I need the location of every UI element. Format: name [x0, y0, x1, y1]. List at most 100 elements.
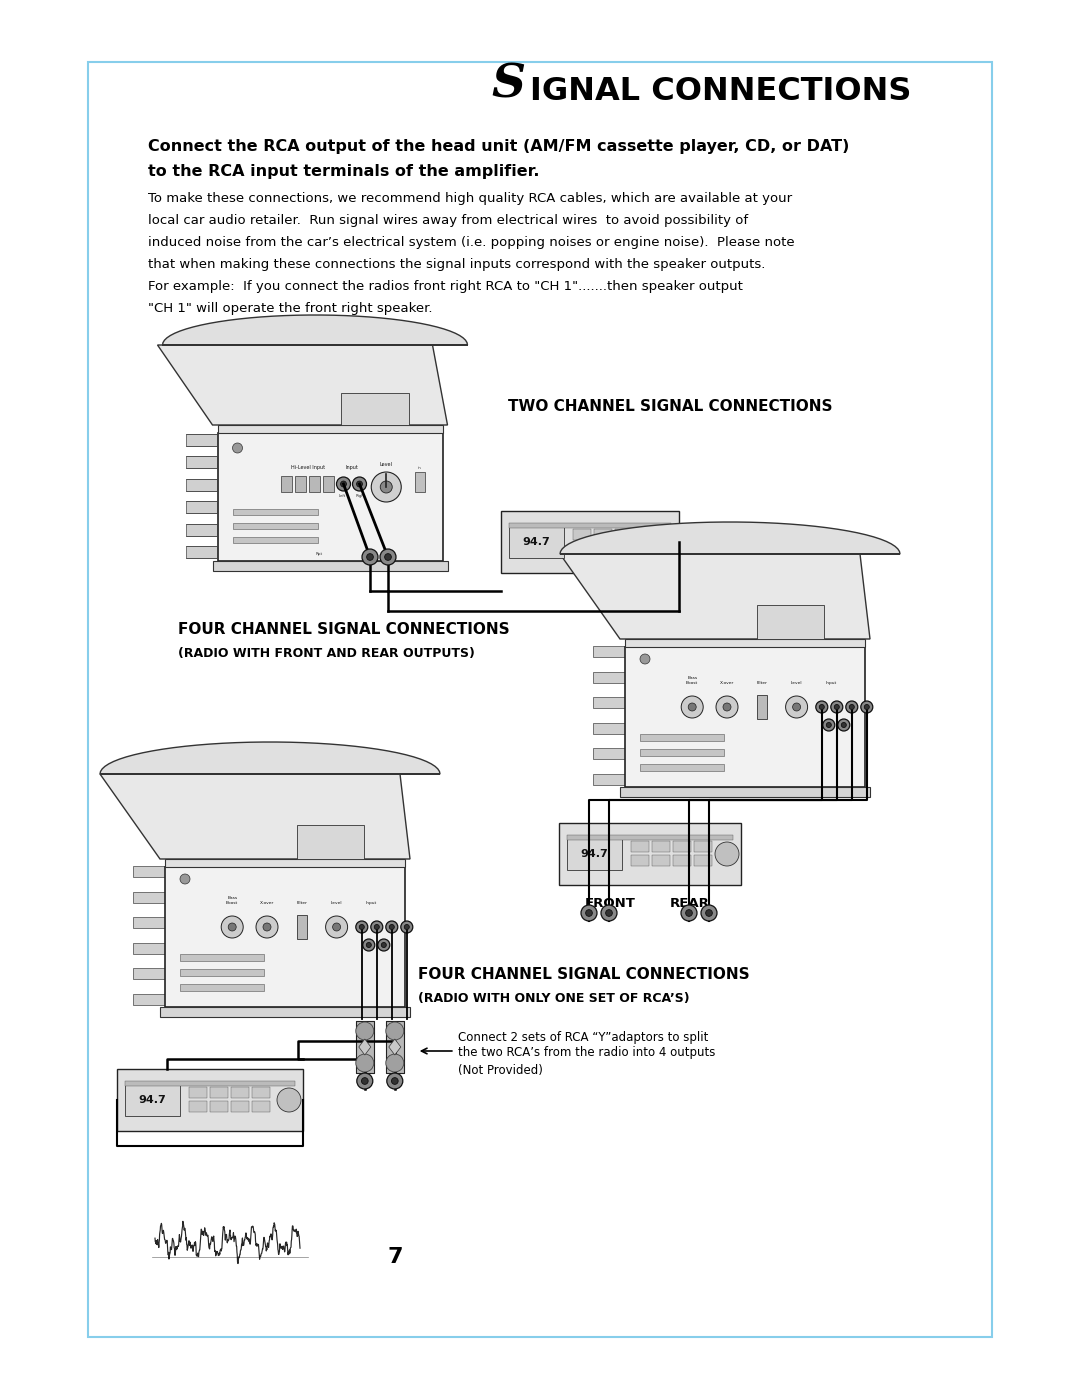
- Bar: [295, 476, 306, 492]
- Circle shape: [366, 943, 372, 947]
- Bar: [252, 1087, 270, 1098]
- Circle shape: [355, 1053, 374, 1071]
- Circle shape: [387, 1073, 403, 1090]
- Text: Connect the RCA output of the head unit (AM/FM cassette player, CD, or DAT): Connect the RCA output of the head unit …: [148, 138, 849, 154]
- Text: 94.7: 94.7: [581, 849, 608, 859]
- Polygon shape: [158, 345, 447, 425]
- Bar: [125, 1081, 295, 1085]
- Bar: [640, 733, 724, 740]
- Circle shape: [785, 696, 808, 718]
- Circle shape: [381, 943, 387, 947]
- Circle shape: [849, 704, 854, 710]
- Circle shape: [826, 722, 832, 728]
- Circle shape: [378, 939, 390, 951]
- Bar: [501, 511, 679, 573]
- Text: Level: Level: [380, 462, 393, 467]
- Text: IGNAL CONNECTIONS: IGNAL CONNECTIONS: [530, 75, 912, 108]
- Circle shape: [401, 921, 413, 933]
- Text: (RADIO WITH ONLY ONE SET OF RCA’S): (RADIO WITH ONLY ONE SET OF RCA’S): [418, 992, 690, 1004]
- Circle shape: [389, 925, 394, 929]
- Bar: [210, 1087, 228, 1098]
- Circle shape: [386, 1023, 404, 1039]
- Text: in: in: [418, 467, 422, 469]
- Circle shape: [838, 719, 850, 731]
- Circle shape: [276, 1088, 301, 1112]
- Bar: [186, 546, 217, 557]
- Circle shape: [864, 704, 869, 710]
- Bar: [232, 536, 318, 543]
- Text: "CH 1" will operate the front right speaker.: "CH 1" will operate the front right spea…: [148, 302, 432, 314]
- Circle shape: [820, 704, 824, 710]
- Text: Hi-Level Input: Hi-Level Input: [292, 465, 325, 469]
- Bar: [615, 543, 633, 555]
- Bar: [133, 968, 165, 979]
- Circle shape: [815, 701, 827, 712]
- Bar: [341, 393, 408, 425]
- Text: FOUR CHANNEL SIGNAL CONNECTIONS: FOUR CHANNEL SIGNAL CONNECTIONS: [178, 622, 510, 637]
- Bar: [631, 841, 649, 852]
- Circle shape: [386, 1053, 404, 1071]
- Bar: [593, 645, 625, 657]
- Circle shape: [375, 925, 379, 929]
- Bar: [186, 524, 217, 535]
- Polygon shape: [162, 316, 468, 345]
- Bar: [673, 855, 691, 866]
- Text: Rpt: Rpt: [315, 552, 322, 556]
- Bar: [180, 970, 264, 977]
- Bar: [509, 527, 564, 557]
- Bar: [509, 522, 671, 528]
- Text: 7: 7: [388, 1248, 403, 1267]
- Text: REAR: REAR: [670, 897, 710, 909]
- Bar: [567, 835, 733, 840]
- Circle shape: [340, 481, 347, 488]
- Bar: [620, 787, 870, 798]
- Bar: [232, 522, 318, 529]
- Bar: [694, 841, 712, 852]
- Bar: [160, 1007, 410, 1017]
- Text: 94.7: 94.7: [523, 536, 551, 548]
- Bar: [559, 823, 741, 886]
- Bar: [180, 983, 264, 990]
- Circle shape: [333, 923, 340, 930]
- Circle shape: [688, 703, 697, 711]
- Bar: [593, 672, 625, 683]
- Circle shape: [325, 916, 348, 937]
- Text: Connect 2 sets of RCA “Y”adaptors to split: Connect 2 sets of RCA “Y”adaptors to spl…: [458, 1031, 708, 1044]
- Circle shape: [834, 704, 839, 710]
- Circle shape: [337, 476, 351, 490]
- Bar: [186, 502, 217, 513]
- Bar: [297, 915, 307, 939]
- Circle shape: [585, 909, 592, 916]
- Polygon shape: [100, 742, 440, 774]
- Text: induced noise from the car’s electrical system (i.e. popping noises or engine no: induced noise from the car’s electrical …: [148, 236, 795, 249]
- Circle shape: [681, 696, 703, 718]
- Text: (Not Provided): (Not Provided): [458, 1065, 542, 1077]
- Text: Left: Left: [339, 495, 346, 497]
- Text: For example:  If you connect the radios front right RCA to "CH 1".......then spe: For example: If you connect the radios f…: [148, 279, 743, 293]
- Bar: [636, 529, 654, 541]
- Circle shape: [264, 923, 271, 930]
- Text: Filter: Filter: [756, 680, 767, 685]
- Circle shape: [380, 481, 392, 493]
- Circle shape: [846, 701, 858, 712]
- Bar: [133, 995, 165, 1004]
- Bar: [593, 722, 625, 733]
- Bar: [567, 838, 622, 870]
- Text: Right: Right: [355, 495, 366, 497]
- Bar: [297, 826, 364, 859]
- Bar: [652, 841, 670, 852]
- Circle shape: [221, 916, 243, 937]
- Bar: [213, 562, 447, 571]
- FancyBboxPatch shape: [87, 61, 993, 1337]
- Text: the two RCA’s from the radio into 4 outputs: the two RCA’s from the radio into 4 outp…: [458, 1046, 715, 1059]
- Text: FOUR CHANNEL SIGNAL CONNECTIONS: FOUR CHANNEL SIGNAL CONNECTIONS: [418, 967, 750, 982]
- Text: Bass
Boost: Bass Boost: [686, 676, 699, 685]
- Bar: [625, 647, 865, 787]
- Text: local car audio retailer.  Run signal wires away from electrical wires  to avoid: local car audio retailer. Run signal wir…: [148, 214, 748, 226]
- Circle shape: [861, 701, 873, 712]
- Circle shape: [701, 905, 717, 921]
- Circle shape: [356, 1073, 373, 1090]
- Circle shape: [363, 939, 375, 951]
- Text: Level: Level: [330, 901, 342, 905]
- Circle shape: [366, 553, 374, 560]
